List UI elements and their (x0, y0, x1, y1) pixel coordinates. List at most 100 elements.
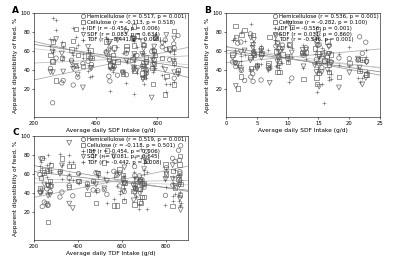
Point (363, 70, 370, 75)
Point (49, 50, 56, 54)
Point (254, 63, 260, 68)
Point (94, 189, 101, 193)
Point (47, 44, 54, 48)
Point (47, 70, 54, 74)
Point (132, 186, 138, 191)
Point (75, 181, 82, 185)
Point (286, 43, 293, 47)
Point (254, 63, 260, 67)
Point (285, 60, 291, 64)
Point (141, 195, 148, 199)
Point (114, 203, 120, 207)
Point (139, 64, 146, 68)
Point (355, 57, 361, 61)
Point (85, 69, 91, 73)
Point (312, 62, 318, 66)
Point (104, 179, 110, 183)
Point (50, 60, 56, 64)
Point (107, 79, 113, 83)
Point (178, 208, 184, 212)
Point (59, 163, 65, 167)
Point (90, 188, 96, 192)
Point (163, 185, 170, 189)
Point (70, 177, 76, 182)
Point (137, 187, 143, 191)
Point (132, 186, 138, 191)
X-axis label: Average daily TDF Intake (g/d): Average daily TDF Intake (g/d) (66, 251, 156, 256)
Point (171, 82, 177, 87)
Point (80, 56, 86, 60)
Point (258, 47, 264, 51)
Point (37, 168, 43, 173)
Point (120, 70, 126, 75)
Point (177, 169, 183, 174)
Point (114, 170, 120, 174)
Point (111, 64, 117, 69)
Point (121, 174, 128, 178)
Point (114, 73, 121, 77)
Point (101, 188, 108, 192)
Point (144, 207, 150, 211)
Point (132, 203, 138, 207)
Point (312, 46, 318, 51)
Point (136, 207, 143, 211)
Point (288, 55, 295, 59)
Point (120, 72, 126, 76)
Point (48, 185, 54, 189)
Point (138, 147, 144, 151)
Point (326, 75, 332, 80)
Point (314, 43, 320, 47)
Point (120, 173, 126, 177)
Point (275, 27, 281, 31)
Point (134, 53, 140, 57)
Point (37, 163, 43, 168)
Point (300, 51, 306, 55)
Point (170, 181, 176, 185)
Point (326, 69, 332, 73)
Point (313, 49, 320, 54)
Point (316, 51, 322, 55)
X-axis label: Average daily SDF Intake (g/d): Average daily SDF Intake (g/d) (66, 128, 156, 133)
Point (80, 64, 86, 68)
Point (315, 27, 321, 31)
Point (139, 183, 145, 188)
Point (75, 180, 82, 184)
Legend: Hemicellulose (r = 0.517, p = 0.001), Cellulose (r = -0.113, p = 0.518), IDF (r : Hemicellulose (r = 0.517, p = 0.001), Ce… (80, 14, 187, 43)
Point (123, 44, 130, 48)
Point (107, 48, 113, 52)
Point (134, 68, 140, 73)
Point (70, 26, 76, 30)
Point (121, 199, 128, 203)
Point (131, 37, 137, 41)
Point (175, 68, 181, 72)
Point (103, 52, 110, 57)
Point (300, 51, 307, 55)
Point (152, 36, 158, 40)
Point (346, 61, 352, 65)
Point (44, 153, 51, 157)
Point (152, 53, 158, 57)
Point (266, 35, 273, 39)
Point (172, 192, 178, 196)
Point (314, 38, 320, 43)
Point (44, 168, 50, 173)
Point (57, 169, 63, 173)
Point (139, 178, 145, 182)
Point (114, 45, 121, 49)
Point (321, 100, 328, 105)
Point (177, 204, 183, 208)
Point (93, 187, 99, 192)
Point (176, 180, 183, 184)
Point (39, 173, 46, 177)
Point (312, 51, 318, 56)
Point (170, 163, 176, 167)
Point (172, 184, 178, 188)
Point (66, 201, 72, 206)
Point (177, 154, 183, 158)
Point (59, 51, 65, 56)
Point (275, 0, 281, 2)
Point (238, 68, 244, 73)
Point (321, 48, 328, 52)
Point (50, 39, 56, 44)
Point (265, 63, 272, 68)
